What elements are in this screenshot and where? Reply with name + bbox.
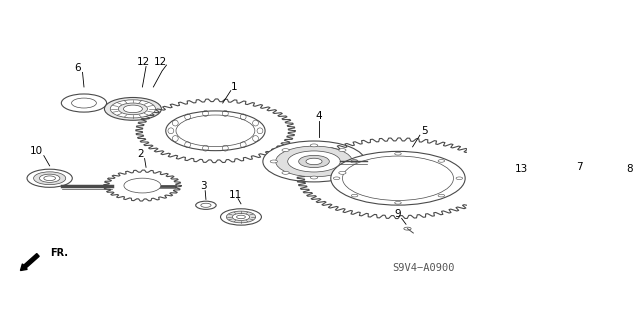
Text: 7: 7: [577, 162, 583, 172]
Ellipse shape: [306, 158, 322, 165]
FancyArrow shape: [20, 253, 39, 270]
Text: 6: 6: [74, 63, 81, 73]
Ellipse shape: [270, 160, 278, 163]
Ellipse shape: [553, 185, 601, 205]
Ellipse shape: [282, 149, 289, 152]
Ellipse shape: [124, 178, 161, 193]
Ellipse shape: [351, 160, 358, 162]
Ellipse shape: [613, 188, 637, 197]
Ellipse shape: [339, 149, 346, 152]
Ellipse shape: [196, 201, 216, 209]
Text: 11: 11: [228, 190, 242, 200]
Ellipse shape: [351, 160, 358, 163]
Text: 12: 12: [154, 57, 167, 67]
Ellipse shape: [438, 194, 445, 197]
Ellipse shape: [124, 105, 142, 113]
Ellipse shape: [110, 100, 156, 118]
Text: 1: 1: [230, 82, 237, 92]
Ellipse shape: [227, 211, 255, 223]
Ellipse shape: [331, 151, 465, 205]
Ellipse shape: [339, 171, 346, 174]
Ellipse shape: [61, 94, 107, 112]
Ellipse shape: [232, 213, 250, 220]
Ellipse shape: [288, 151, 340, 172]
Text: 13: 13: [515, 164, 528, 174]
Text: 5: 5: [422, 126, 428, 136]
Ellipse shape: [166, 111, 265, 151]
Ellipse shape: [503, 199, 519, 205]
Ellipse shape: [297, 138, 499, 219]
Ellipse shape: [497, 197, 525, 208]
Ellipse shape: [263, 141, 365, 182]
Ellipse shape: [33, 172, 66, 185]
Ellipse shape: [201, 203, 211, 207]
Text: 3: 3: [200, 181, 206, 191]
Ellipse shape: [438, 160, 445, 162]
Ellipse shape: [559, 188, 595, 202]
Ellipse shape: [491, 194, 532, 211]
Ellipse shape: [310, 176, 317, 179]
Ellipse shape: [395, 152, 401, 155]
Ellipse shape: [310, 144, 317, 147]
Ellipse shape: [104, 170, 181, 201]
Ellipse shape: [564, 190, 589, 200]
Ellipse shape: [136, 99, 295, 163]
Text: 8: 8: [626, 164, 633, 174]
Ellipse shape: [606, 185, 640, 200]
Ellipse shape: [276, 146, 353, 177]
Ellipse shape: [44, 176, 56, 180]
Text: 12: 12: [136, 57, 150, 67]
Ellipse shape: [351, 194, 358, 197]
Ellipse shape: [118, 103, 147, 115]
Ellipse shape: [282, 171, 289, 174]
Text: FR.: FR.: [50, 248, 68, 259]
Ellipse shape: [237, 215, 245, 219]
Ellipse shape: [221, 209, 261, 225]
Ellipse shape: [333, 177, 340, 180]
Ellipse shape: [456, 177, 463, 180]
Ellipse shape: [299, 155, 330, 168]
Ellipse shape: [104, 98, 161, 120]
Ellipse shape: [485, 192, 538, 213]
Ellipse shape: [27, 169, 72, 187]
Ellipse shape: [176, 115, 255, 147]
Ellipse shape: [404, 227, 411, 230]
Text: 9: 9: [395, 209, 401, 219]
Text: 2: 2: [137, 149, 143, 159]
Text: 4: 4: [316, 111, 323, 121]
Ellipse shape: [40, 174, 60, 182]
Ellipse shape: [72, 98, 97, 108]
Ellipse shape: [395, 202, 401, 204]
Text: S9V4−A0900: S9V4−A0900: [392, 263, 455, 273]
Ellipse shape: [342, 156, 454, 200]
Text: 10: 10: [30, 146, 43, 156]
